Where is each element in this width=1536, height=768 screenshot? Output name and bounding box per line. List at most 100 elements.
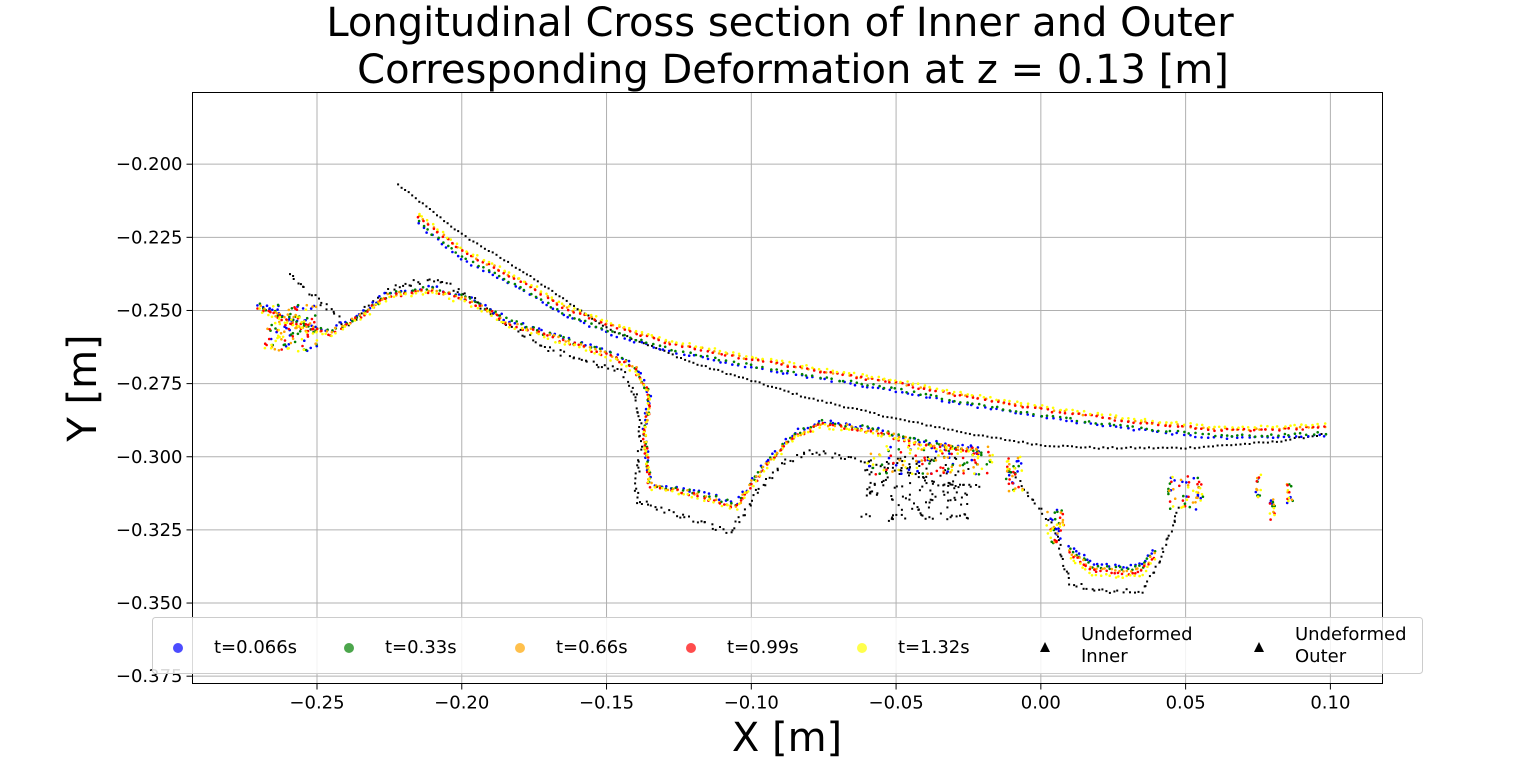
undeformed-inner-point (436, 279, 439, 282)
series-point (793, 432, 797, 436)
series-point (648, 486, 652, 489)
undeformed-inner-point (1053, 527, 1056, 530)
series-point (1054, 527, 1058, 531)
undeformed-inner-point (771, 471, 774, 474)
series-point (577, 343, 580, 347)
undeformed-inner-point (637, 459, 640, 462)
series-point (1120, 568, 1124, 571)
series-point (277, 328, 281, 332)
series-point (1207, 426, 1211, 429)
undeformed-outer-point (1253, 441, 1256, 444)
undeformed-inner-point (634, 482, 637, 485)
undeformed-inner-point (1098, 588, 1101, 591)
series-point (573, 317, 576, 320)
series-point (1120, 419, 1123, 423)
undeformed-inner-point (543, 346, 546, 348)
undeformed-outer-point (886, 416, 889, 419)
undeformed-outer-point (721, 370, 724, 373)
series-point (1145, 421, 1149, 425)
undeformed-outer-point (414, 197, 417, 200)
series-point (926, 472, 929, 476)
series-point (980, 453, 983, 457)
undeformed-inner-point (925, 475, 928, 478)
series-point (995, 398, 998, 402)
series-point (632, 341, 636, 344)
undeformed-inner-point (885, 461, 888, 463)
undeformed-outer-point (476, 242, 479, 245)
series-point (490, 314, 493, 318)
series-point (634, 370, 637, 373)
series-point (491, 273, 495, 277)
series-point (290, 307, 294, 310)
series-point (1300, 423, 1303, 426)
series-point (560, 306, 564, 310)
series-point (1061, 523, 1065, 527)
series-point (502, 272, 505, 275)
undeformed-outer-point (562, 297, 565, 300)
series-point (539, 298, 543, 301)
series-point (1295, 428, 1298, 431)
series-point (435, 289, 439, 293)
series-point (615, 335, 619, 339)
undeformed-inner-point (949, 483, 952, 486)
series-point (1105, 562, 1108, 566)
undeformed-outer-point (916, 421, 919, 424)
series-point (1284, 425, 1287, 428)
series-point (302, 322, 306, 325)
series-point (866, 461, 869, 465)
series-point (477, 264, 480, 268)
series-point (761, 360, 765, 363)
undeformed-inner-point (325, 308, 328, 311)
series-point (647, 333, 650, 336)
undeformed-inner-point (909, 482, 912, 485)
undeformed-inner-point (949, 499, 952, 502)
undeformed-outer-point (995, 436, 998, 439)
series-point (301, 344, 304, 348)
series-point (614, 357, 618, 361)
series-point (1195, 423, 1199, 427)
series-point (1086, 558, 1089, 561)
series-point (919, 443, 923, 447)
series-point (1076, 556, 1079, 559)
undeformed-inner-point (1153, 571, 1156, 574)
undeformed-inner-point (1054, 532, 1057, 535)
series-point (1186, 486, 1190, 489)
series-point (1175, 420, 1178, 424)
series-point (1051, 414, 1055, 418)
series-point (737, 362, 740, 366)
series-point (447, 244, 450, 248)
series-point (1069, 556, 1073, 560)
series-point (1242, 427, 1246, 431)
undeformed-outer-point (565, 299, 568, 302)
y-tick-label: −0.275 (116, 374, 183, 395)
series-point (618, 360, 621, 364)
series-point (640, 340, 644, 344)
series-point (780, 363, 783, 366)
undeformed-inner-point (486, 307, 488, 310)
series-point (1045, 416, 1049, 420)
series-point (1020, 469, 1024, 472)
series-point (872, 457, 876, 460)
series-point (1270, 433, 1273, 436)
undeformed-inner-point (754, 488, 757, 491)
series-point (1147, 563, 1150, 566)
series-point (956, 452, 959, 455)
series-point (399, 293, 403, 296)
series-point (1082, 558, 1085, 562)
series-point (884, 380, 887, 383)
undeformed-inner-point (943, 483, 946, 486)
series-point (935, 469, 939, 473)
undeformed-inner-point (962, 483, 965, 486)
undeformed-inner-point (654, 506, 657, 509)
undeformed-inner-point (595, 363, 598, 366)
series-point (269, 337, 273, 341)
undeformed-inner-point (636, 502, 639, 505)
undeformed-outer-point (766, 385, 769, 388)
series-point (1049, 536, 1052, 540)
undeformed-inner-point (634, 477, 637, 480)
series-point (1176, 425, 1180, 428)
undeformed-outer-point (1066, 445, 1069, 447)
series-point (435, 292, 438, 295)
undeformed-inner-point (1091, 588, 1094, 591)
undeformed-inner-point (292, 278, 295, 280)
